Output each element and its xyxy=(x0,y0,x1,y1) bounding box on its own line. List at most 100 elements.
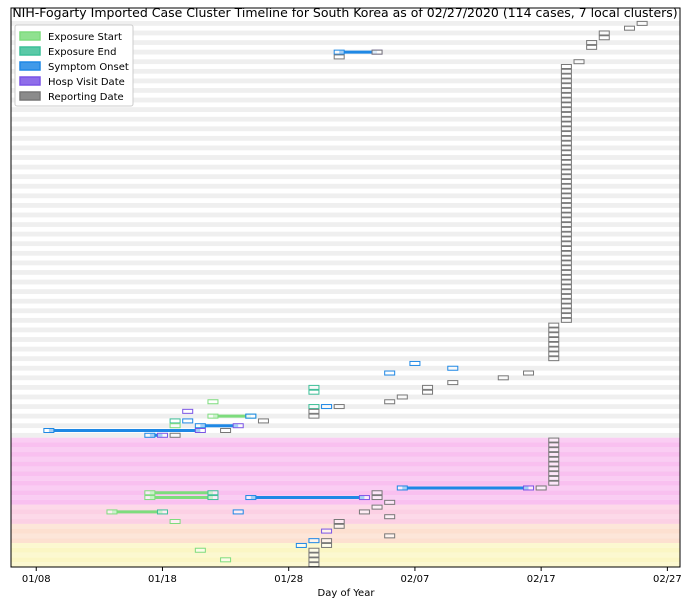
legend-swatch xyxy=(19,76,41,86)
date-marker xyxy=(560,250,572,256)
date-marker xyxy=(384,533,396,539)
row-stripe xyxy=(11,356,680,362)
cluster-band xyxy=(11,452,680,457)
row-stripe xyxy=(11,413,680,419)
row-stripe xyxy=(11,183,680,189)
date-marker xyxy=(560,145,572,151)
date-marker xyxy=(308,557,320,563)
date-marker xyxy=(548,456,560,462)
date-marker xyxy=(333,523,345,529)
date-marker xyxy=(194,547,206,553)
date-marker xyxy=(384,499,396,505)
date-marker xyxy=(308,552,320,558)
cluster-band xyxy=(11,552,680,558)
date-marker xyxy=(497,375,509,381)
date-marker xyxy=(560,159,572,165)
chart-title: NIH-Fogarty Imported Case Cluster Timeli… xyxy=(12,5,677,20)
date-marker xyxy=(371,490,383,496)
date-marker xyxy=(560,73,572,79)
row-stripe xyxy=(11,68,680,74)
date-marker xyxy=(156,432,168,438)
date-marker xyxy=(169,418,181,424)
date-marker xyxy=(560,92,572,98)
date-marker xyxy=(560,107,572,113)
row-stripe xyxy=(11,365,680,371)
row-stripe xyxy=(11,212,680,218)
date-marker xyxy=(384,370,396,376)
date-marker xyxy=(560,155,572,160)
date-marker xyxy=(548,461,560,467)
date-marker xyxy=(207,413,219,419)
date-marker xyxy=(220,557,232,563)
cluster-band xyxy=(11,437,680,443)
row-stripe xyxy=(11,174,680,180)
date-marker xyxy=(333,49,345,55)
cluster-band xyxy=(11,562,680,567)
date-marker xyxy=(560,111,572,117)
x-tick-label: 02/27 xyxy=(653,574,682,585)
date-marker xyxy=(144,432,156,438)
date-marker xyxy=(548,351,560,357)
date-marker xyxy=(598,30,610,36)
date-marker xyxy=(333,519,345,524)
date-marker xyxy=(548,346,560,352)
date-marker xyxy=(560,265,572,271)
date-marker xyxy=(207,399,219,405)
date-marker xyxy=(624,25,636,31)
date-marker xyxy=(548,475,560,481)
date-marker xyxy=(207,490,219,496)
date-marker xyxy=(548,480,560,486)
row-stripe xyxy=(11,308,680,314)
legend-swatch xyxy=(19,61,41,71)
row-stripe xyxy=(11,394,680,400)
date-marker xyxy=(560,226,572,232)
date-marker xyxy=(384,399,396,405)
cluster-band xyxy=(11,557,680,563)
row-stripe xyxy=(11,385,680,390)
date-marker xyxy=(308,404,320,410)
row-stripe xyxy=(11,375,680,381)
date-marker xyxy=(560,135,572,141)
date-marker xyxy=(560,303,572,309)
row-stripe xyxy=(11,241,680,247)
date-marker xyxy=(232,509,244,515)
date-marker xyxy=(560,140,572,146)
cluster-band xyxy=(11,466,680,472)
date-marker xyxy=(560,164,572,170)
row-stripe xyxy=(11,250,680,256)
row-stripe xyxy=(11,279,680,285)
row-stripe xyxy=(11,222,680,227)
date-marker xyxy=(560,284,572,290)
date-marker xyxy=(548,471,560,477)
row-stripe xyxy=(11,40,680,45)
date-marker xyxy=(106,509,118,515)
legend-box xyxy=(14,24,134,107)
cluster-band xyxy=(11,490,680,496)
date-marker xyxy=(333,54,345,60)
date-marker xyxy=(560,193,572,199)
date-marker xyxy=(156,509,168,515)
date-marker xyxy=(560,308,572,314)
date-marker xyxy=(560,116,572,122)
legend-label: Exposure Start xyxy=(48,32,122,43)
date-marker xyxy=(560,188,572,194)
date-marker xyxy=(169,423,181,429)
row-stripe xyxy=(11,164,680,170)
row-stripe xyxy=(11,135,680,141)
date-marker xyxy=(560,131,572,137)
plot-frame xyxy=(10,7,681,568)
date-marker xyxy=(548,332,560,338)
date-marker xyxy=(573,59,585,65)
legend: Exposure Start Exposure End Symptom Onset H… xyxy=(14,24,134,107)
row-stripe xyxy=(11,270,680,275)
date-marker xyxy=(560,83,572,89)
date-marker xyxy=(598,35,610,41)
legend-label: Hosp Visit Date xyxy=(48,77,125,88)
row-stripe xyxy=(11,298,680,304)
date-marker xyxy=(560,212,572,218)
date-marker xyxy=(560,87,572,93)
legend-label: Reporting Date xyxy=(48,92,124,103)
date-marker xyxy=(321,404,333,410)
date-marker xyxy=(560,241,572,247)
x-tick-label: 01/28 xyxy=(274,574,303,585)
